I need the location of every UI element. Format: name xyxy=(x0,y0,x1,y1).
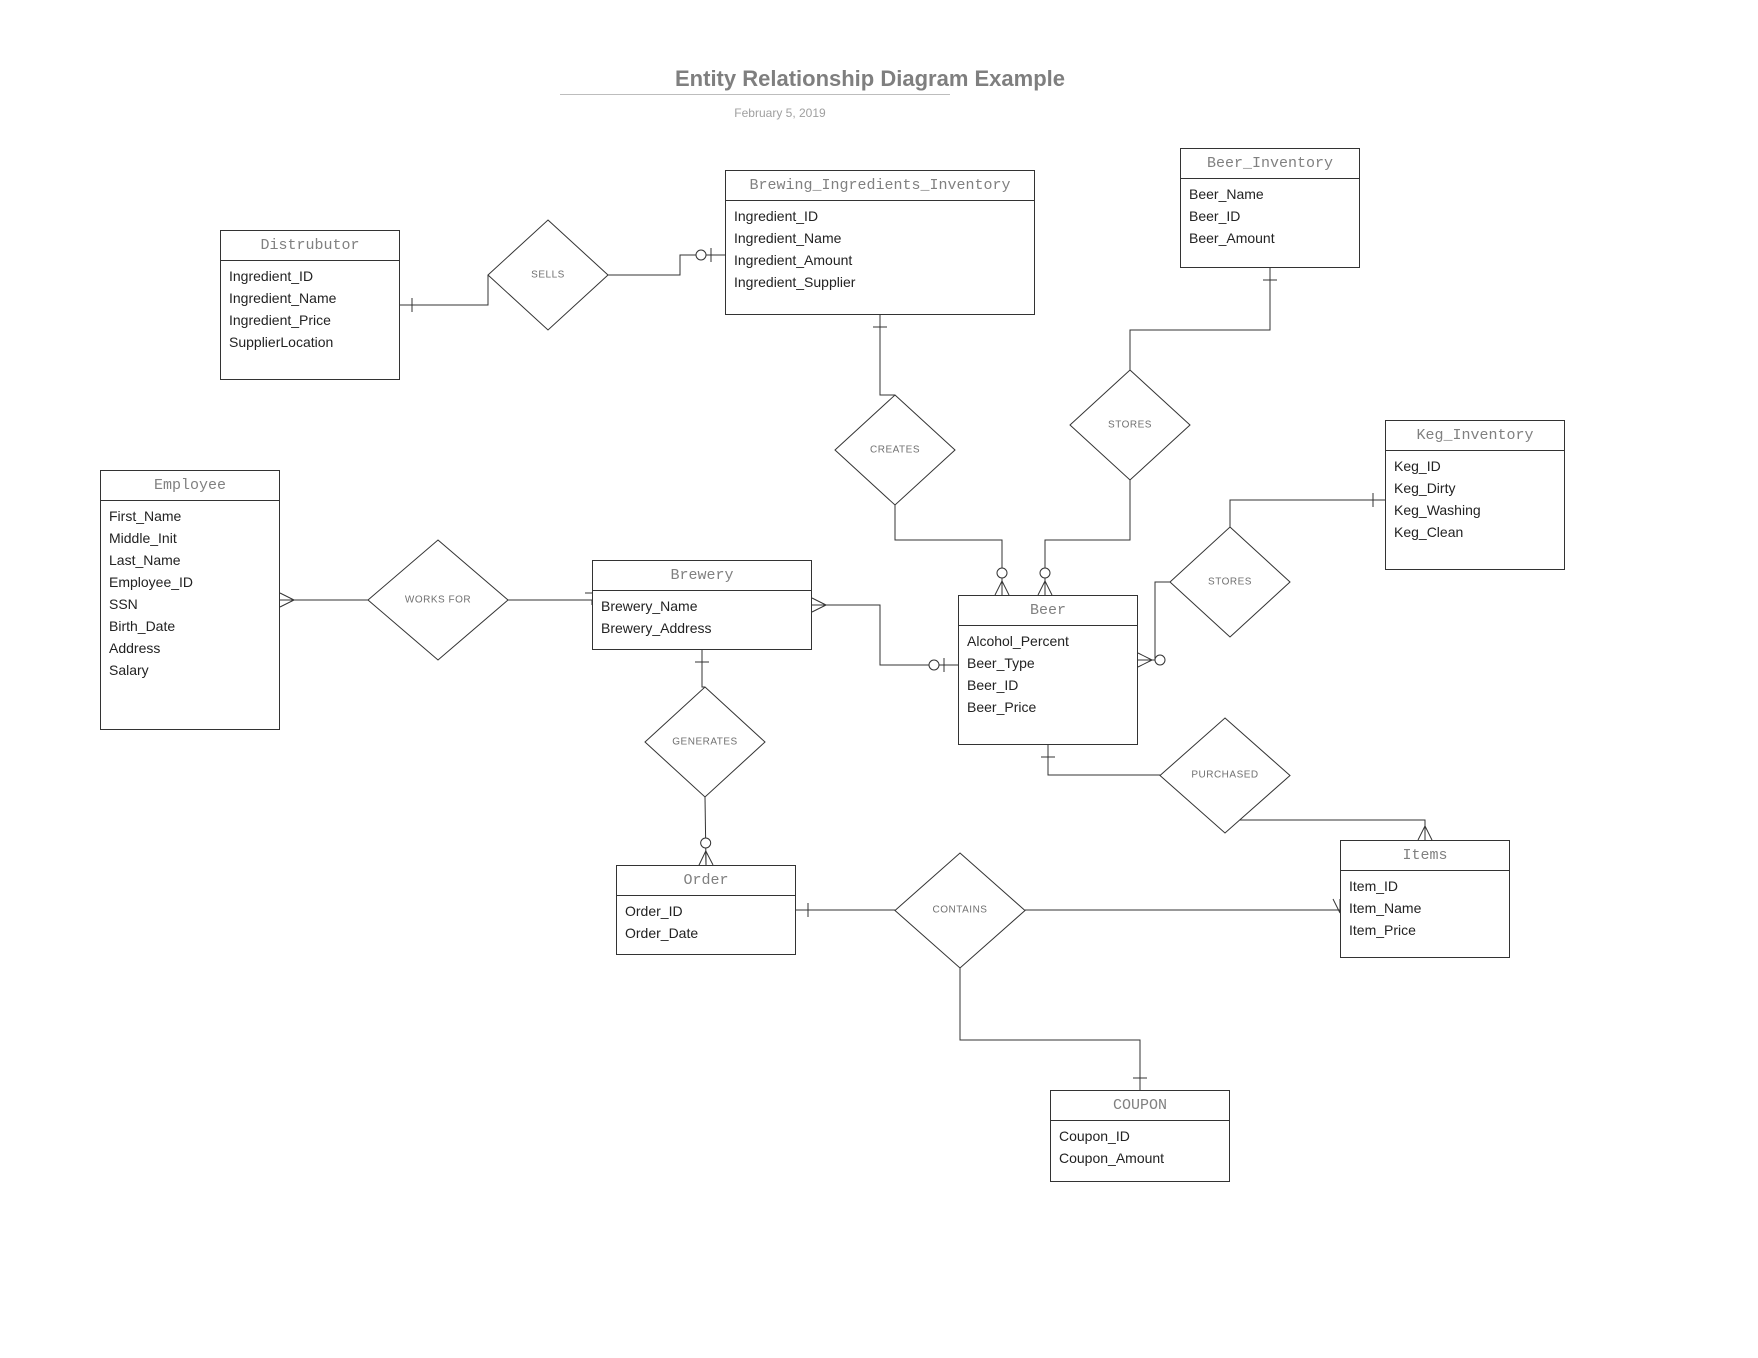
entity-attr: Beer_Name xyxy=(1189,183,1351,205)
entity-attr: Item_Name xyxy=(1349,897,1501,919)
entity-attr: Beer_ID xyxy=(967,674,1129,696)
entity-attr: Item_ID xyxy=(1349,875,1501,897)
entity-attr: Last_Name xyxy=(109,549,271,571)
entity-attr: Brewery_Address xyxy=(601,617,803,639)
entity-attrs: Beer_NameBeer_IDBeer_Amount xyxy=(1181,179,1359,253)
entity-attr: Employee_ID xyxy=(109,571,271,593)
entity-brewery: BreweryBrewery_NameBrewery_Address xyxy=(592,560,812,650)
entity-title: Items xyxy=(1341,841,1509,871)
entity-title: Employee xyxy=(101,471,279,501)
title-underline xyxy=(560,94,950,95)
entity-attr: First_Name xyxy=(109,505,271,527)
entity-attr: Brewery_Name xyxy=(601,595,803,617)
entity-attrs: Ingredient_IDIngredient_NameIngredient_A… xyxy=(726,201,1034,297)
entity-attrs: Ingredient_IDIngredient_NameIngredient_P… xyxy=(221,261,399,357)
entity-attr: Ingredient_Supplier xyxy=(734,271,1026,293)
entity-beer: BeerAlcohol_PercentBeer_TypeBeer_IDBeer_… xyxy=(958,595,1138,745)
relation-label: STORES xyxy=(1208,577,1252,588)
entity-distributor: DistrubutorIngredient_IDIngredient_NameI… xyxy=(220,230,400,380)
entity-attr: Beer_Price xyxy=(967,696,1129,718)
entity-attrs: Order_IDOrder_Date xyxy=(617,896,795,948)
entity-attr: Beer_Type xyxy=(967,652,1129,674)
entity-attr: Keg_Washing xyxy=(1394,499,1556,521)
entity-attr: Alcohol_Percent xyxy=(967,630,1129,652)
entity-attr: Beer_Amount xyxy=(1189,227,1351,249)
entity-attr: Keg_Dirty xyxy=(1394,477,1556,499)
entity-attr: Salary xyxy=(109,659,271,681)
entity-attr: Birth_Date xyxy=(109,615,271,637)
entity-keg_inv: Keg_InventoryKeg_IDKeg_DirtyKeg_WashingK… xyxy=(1385,420,1565,570)
diagram-date: February 5, 2019 xyxy=(700,106,860,120)
entity-coupon: COUPONCoupon_IDCoupon_Amount xyxy=(1050,1090,1230,1182)
entity-attr: Order_Date xyxy=(625,922,787,944)
entity-attr: Order_ID xyxy=(625,900,787,922)
entity-attr: Ingredient_Amount xyxy=(734,249,1026,271)
entity-attr: Keg_Clean xyxy=(1394,521,1556,543)
entity-title: Brewery xyxy=(593,561,811,591)
entity-attr: Beer_ID xyxy=(1189,205,1351,227)
entity-title: Keg_Inventory xyxy=(1386,421,1564,451)
entity-attr: SupplierLocation xyxy=(229,331,391,353)
entity-attr: Middle_Init xyxy=(109,527,271,549)
entity-title: Order xyxy=(617,866,795,896)
er-diagram-canvas: Entity Relationship Diagram Example Febr… xyxy=(0,0,1758,1358)
entity-attrs: Keg_IDKeg_DirtyKeg_WashingKeg_Clean xyxy=(1386,451,1564,547)
entity-attr: Ingredient_Price xyxy=(229,309,391,331)
entity-attrs: Item_IDItem_NameItem_Price xyxy=(1341,871,1509,945)
entity-title: Brewing_Ingredients_Inventory xyxy=(726,171,1034,201)
entity-attr: Item_Price xyxy=(1349,919,1501,941)
entity-attrs: Brewery_NameBrewery_Address xyxy=(593,591,811,643)
entity-beer_inv: Beer_InventoryBeer_NameBeer_IDBeer_Amoun… xyxy=(1180,148,1360,268)
entity-attrs: First_NameMiddle_InitLast_NameEmployee_I… xyxy=(101,501,279,685)
relation-label: STORES xyxy=(1108,420,1152,431)
entity-attr: Coupon_Amount xyxy=(1059,1147,1221,1169)
entity-title: Beer xyxy=(959,596,1137,626)
relation-label: CONTAINS xyxy=(933,905,988,916)
relation-label: CREATES xyxy=(870,445,920,456)
entity-attr: Ingredient_Name xyxy=(734,227,1026,249)
entity-brewing_inv: Brewing_Ingredients_InventoryIngredient_… xyxy=(725,170,1035,315)
relation-label: SELLS xyxy=(531,270,565,281)
entity-attr: SSN xyxy=(109,593,271,615)
entity-attr: Ingredient_Name xyxy=(229,287,391,309)
relation-label: GENERATES xyxy=(672,737,737,748)
entity-attr: Ingredient_ID xyxy=(229,265,391,287)
entity-attrs: Coupon_IDCoupon_Amount xyxy=(1051,1121,1229,1173)
entity-employee: EmployeeFirst_NameMiddle_InitLast_NameEm… xyxy=(100,470,280,730)
entity-attr: Keg_ID xyxy=(1394,455,1556,477)
entity-title: COUPON xyxy=(1051,1091,1229,1121)
entity-attr: Coupon_ID xyxy=(1059,1125,1221,1147)
relation-label: PURCHASED xyxy=(1191,770,1258,781)
entity-order: OrderOrder_IDOrder_Date xyxy=(616,865,796,955)
diagram-title: Entity Relationship Diagram Example xyxy=(620,66,1120,92)
relation-label: WORKS FOR xyxy=(405,595,471,606)
entity-items: ItemsItem_IDItem_NameItem_Price xyxy=(1340,840,1510,958)
entity-attr: Address xyxy=(109,637,271,659)
entity-title: Beer_Inventory xyxy=(1181,149,1359,179)
entity-title: Distrubutor xyxy=(221,231,399,261)
entity-attr: Ingredient_ID xyxy=(734,205,1026,227)
entity-attrs: Alcohol_PercentBeer_TypeBeer_IDBeer_Pric… xyxy=(959,626,1137,722)
